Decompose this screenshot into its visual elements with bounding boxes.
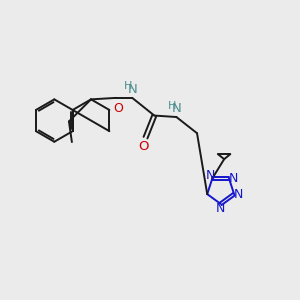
Text: N: N xyxy=(128,82,137,95)
Text: N: N xyxy=(206,169,215,182)
Text: N: N xyxy=(229,172,238,185)
Text: O: O xyxy=(138,140,148,153)
Text: O: O xyxy=(113,102,123,115)
Text: N: N xyxy=(234,188,244,201)
Text: H: H xyxy=(124,81,133,91)
Text: N: N xyxy=(216,202,225,215)
Text: H: H xyxy=(168,100,176,110)
Text: N: N xyxy=(172,102,182,115)
